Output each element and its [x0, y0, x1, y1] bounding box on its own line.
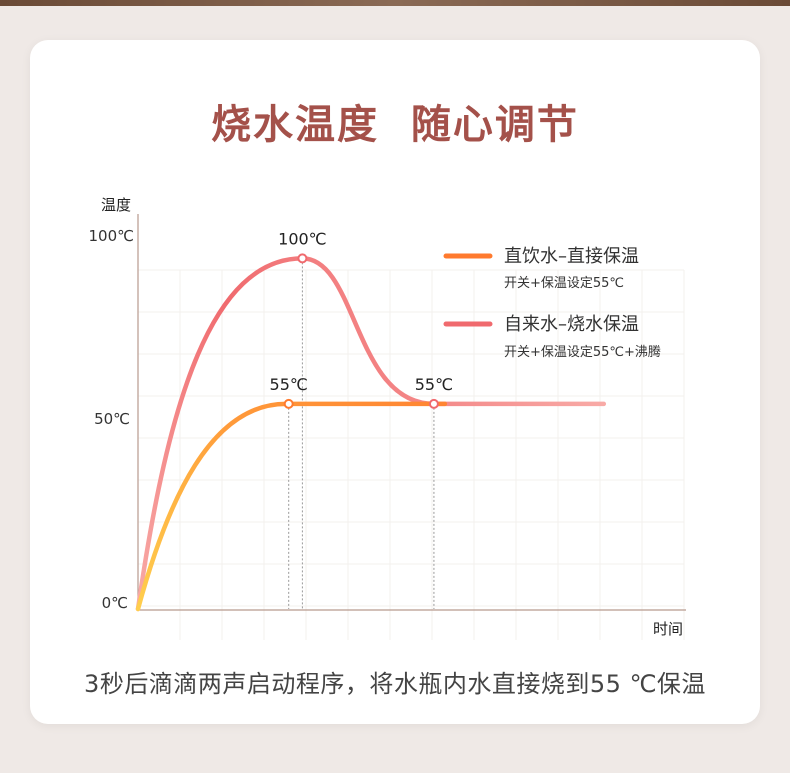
data-point-label: 55℃: [415, 375, 453, 394]
legend-desc-direct-water: 开关+保温设定55℃: [504, 276, 624, 291]
legend-desc-tap-water: 开关+保温设定55℃+沸腾: [504, 344, 661, 360]
chart-grid: [138, 269, 685, 640]
legend-title-tap-water: 自来水–烧水保温: [504, 314, 639, 335]
marker-guide-lines: [288, 262, 435, 609]
data-point-marker: [297, 253, 308, 264]
y-tick-label-100: 100℃: [89, 227, 134, 245]
y-axis-label: 温度: [101, 196, 131, 214]
data-point-marker: [428, 398, 439, 409]
description-caption: 3秒后滴滴两声启动程序，将水瓶内水直接烧到55 ℃保温: [84, 670, 706, 698]
data-point-label: 55℃: [270, 375, 308, 394]
x-axis-label: 时间: [653, 620, 683, 638]
data-point-marker: [283, 398, 294, 409]
page-title: 烧水温度 随心调节: [211, 102, 579, 148]
series-line-tap-water: [135, 256, 607, 612]
data-point-label: 100℃: [278, 229, 327, 248]
y-tick-label-50: 50℃: [94, 410, 130, 428]
top-decorative-band: [0, 0, 790, 6]
legend-title-direct-water: 直饮水–直接保温: [504, 246, 639, 267]
y-tick-label-0: 0℃: [102, 594, 128, 612]
series-line-direct-water: [135, 401, 448, 612]
